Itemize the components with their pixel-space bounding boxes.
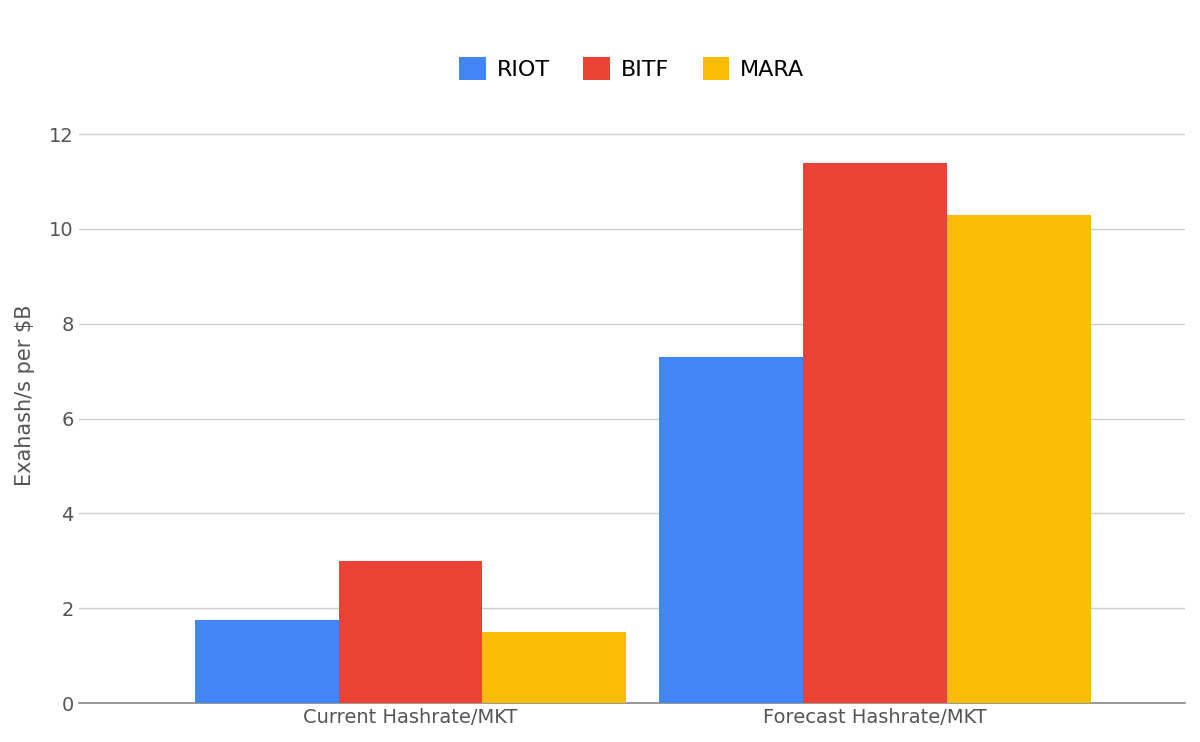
Bar [660, 357, 803, 703]
Bar [194, 620, 338, 703]
Bar [482, 632, 626, 703]
Bar [803, 162, 947, 703]
Legend: RIOT, BITF, MARA: RIOT, BITF, MARA [450, 48, 814, 89]
Bar [947, 214, 1091, 703]
Y-axis label: Exahash/s per $B: Exahash/s per $B [14, 304, 35, 486]
Bar [338, 561, 482, 703]
